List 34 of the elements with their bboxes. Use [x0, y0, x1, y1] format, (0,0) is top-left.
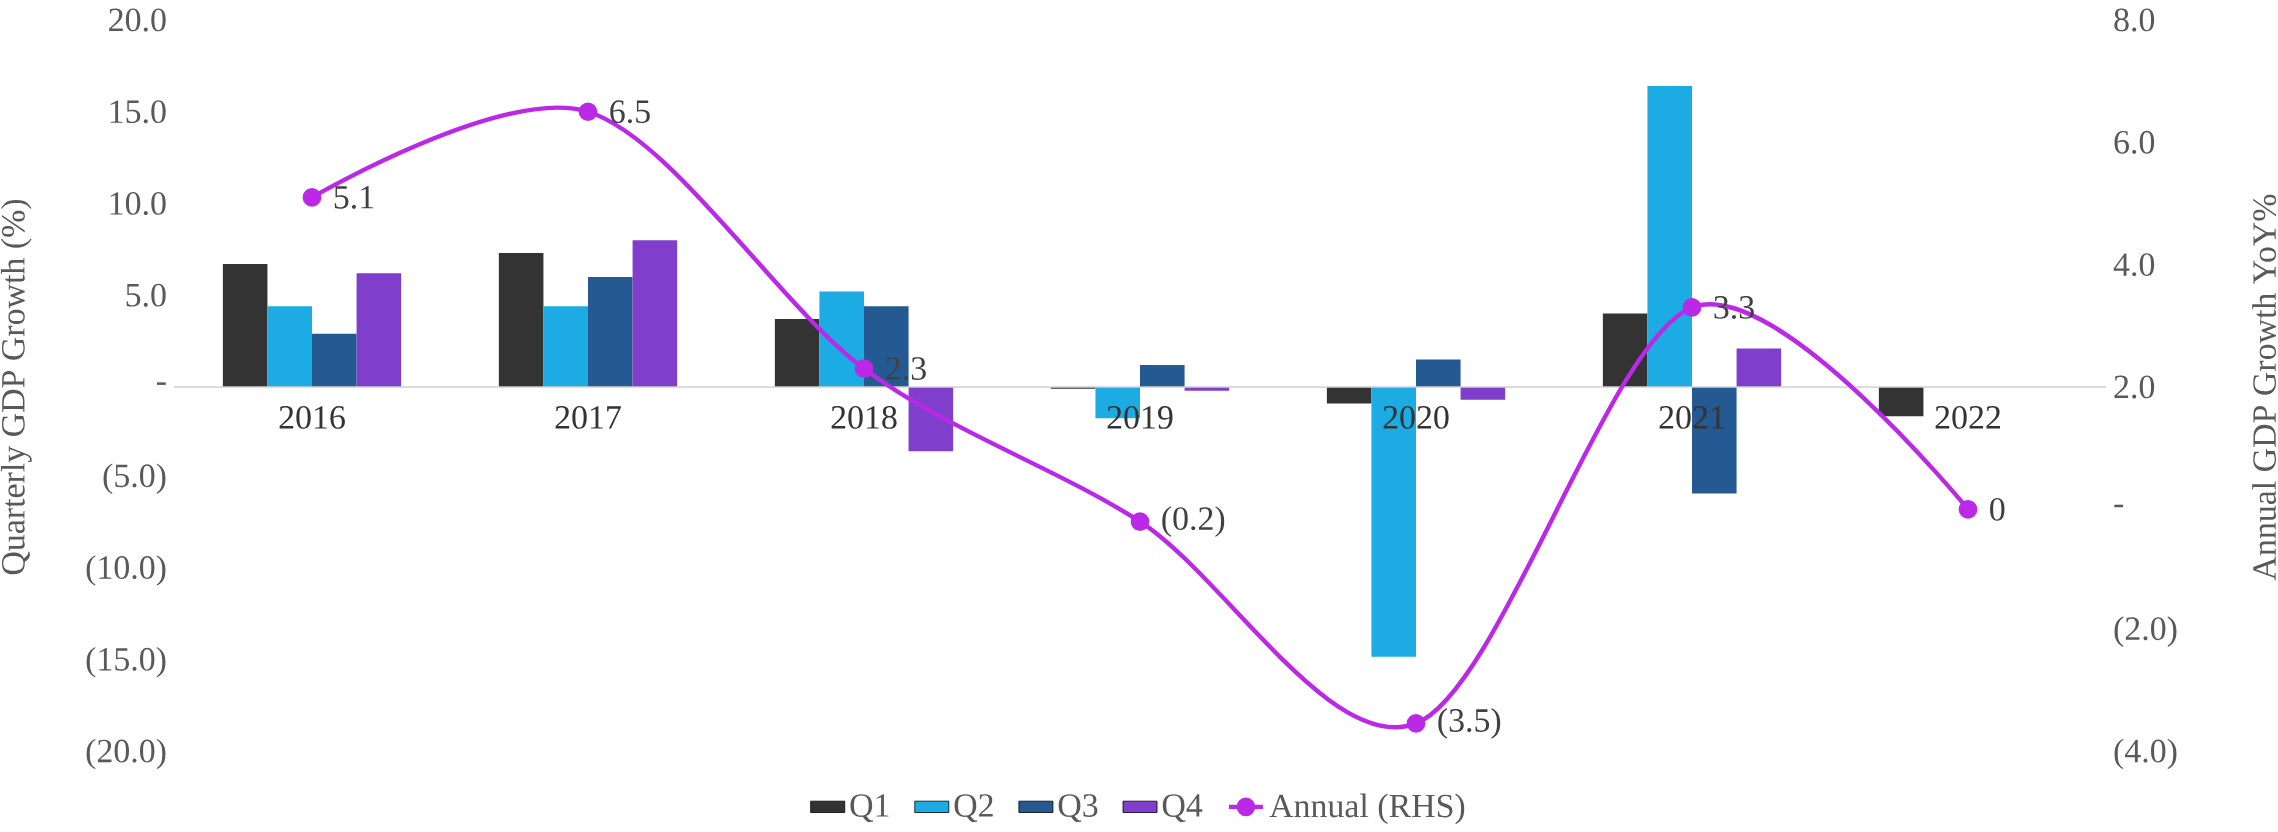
x-tick-label: 2016	[279, 405, 345, 429]
y-tick-label: 15.0	[110, 100, 166, 124]
legend-label: Q1	[850, 794, 889, 823]
y-tick-label: 20.0	[109, 8, 166, 32]
y-tick-label: (15.0)	[86, 646, 166, 678]
y2-tick-label: 6.0	[2114, 130, 2155, 154]
data-label: 5.1	[334, 185, 374, 209]
y-tick-label: 10.0	[110, 191, 166, 215]
y2-tick-label: (4.0)	[2114, 738, 2177, 770]
x-tick-label: 2022	[1935, 405, 2001, 429]
y-tick-label: (20.0)	[86, 738, 166, 770]
x-tick-label: 2018	[831, 405, 897, 429]
y-axis-title: Quarterly GDP Growth (%)	[0, 199, 32, 575]
data-label: 0	[1990, 497, 2005, 521]
y-tick-label: (10.0)	[86, 555, 166, 586]
y2-tick-label: (2.0)	[2114, 616, 2177, 648]
x-tick-label: 2017	[555, 405, 621, 429]
legend-label: Annual (RHS)	[1269, 793, 1465, 825]
y2-tick-label: -	[2114, 504, 2124, 508]
y2-tick-label: 8.0	[2114, 8, 2155, 32]
y-tick-label: 5.0	[126, 283, 166, 307]
legend-label: Q2	[954, 794, 993, 823]
y2-axis-title: Annual GDP Growth YoY%	[2252, 194, 2277, 581]
y2-tick-label: 4.0	[2113, 253, 2155, 277]
data-label: (3.5)	[1438, 708, 1501, 739]
data-label: 6.5	[610, 100, 650, 124]
y-tick-label: (5.0)	[103, 463, 166, 495]
legend-label: Q4	[1162, 794, 1203, 823]
legend-label: Q3	[1058, 794, 1098, 823]
x-tick-label: 2019	[1107, 405, 1173, 429]
data-label: (0.2)	[1162, 506, 1225, 537]
y2-tick-label: 2.0	[2114, 375, 2155, 399]
y-tick-label: -	[156, 382, 166, 385]
x-tick-label: 2020	[1383, 405, 1449, 429]
